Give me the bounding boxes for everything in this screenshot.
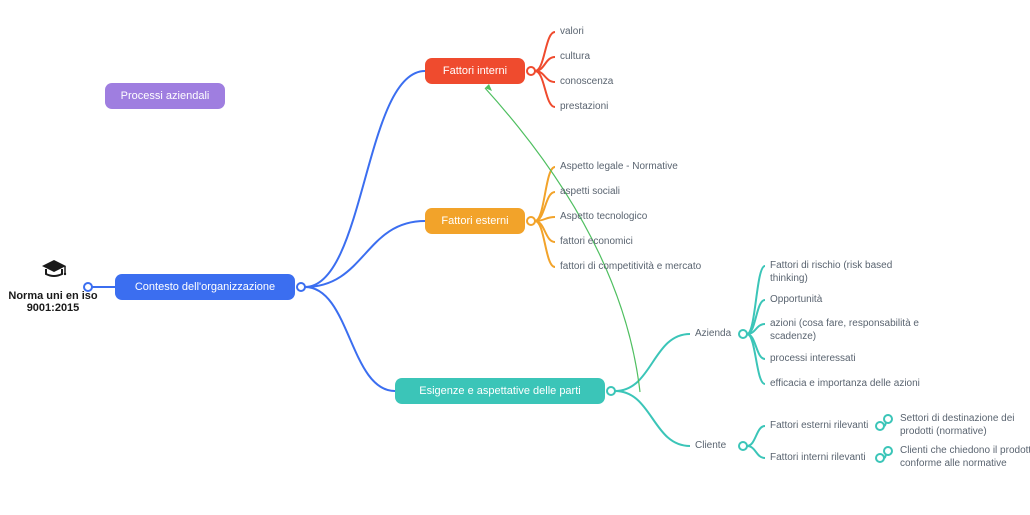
leaf-label: Settori di destinazione dei prodotti (no… [900, 413, 1030, 438]
leaf-label: Clienti che chiedono il prodotto conform… [900, 445, 1030, 470]
leaf-label: Opportunità [770, 294, 822, 307]
leaf-label: aspetti sociali [560, 186, 620, 199]
node-contesto-organizzazione: Contesto dell'organizzazione [115, 274, 295, 300]
leaf-label: conoscenza [560, 76, 613, 89]
leaf-label: prestazioni [560, 101, 608, 114]
leaf-label: efficacia e importanza delle azioni [770, 378, 920, 391]
node-processi-aziendali: Processi aziendali [105, 83, 225, 109]
leaf-label: cultura [560, 51, 590, 64]
node-esigenze: Esigenze e aspettative delle parti [395, 378, 605, 404]
leaf-label: Aspetto legale - Normative [560, 161, 678, 174]
leaf-label: valori [560, 26, 584, 39]
leaf-label: fattori di competitività e mercato [560, 261, 701, 274]
leaf-label: processi interessati [770, 353, 856, 366]
leaf-label: Fattori interni rilevanti [770, 452, 866, 465]
leaf-label: Azienda [695, 328, 731, 341]
leaf-label: fattori economici [560, 236, 633, 249]
leaf-label: Aspetto tecnologico [560, 211, 647, 224]
leaf-label: Fattori di rischio (risk based thinking) [770, 260, 920, 285]
leaf-label: Fattori esterni rilevanti [770, 420, 868, 433]
node-fattori-esterni: Fattori esterni [425, 208, 525, 234]
leaf-label: azioni (cosa fare, responsabilità e scad… [770, 318, 930, 343]
root-label: Norma uni en iso 9001:2015 [0, 290, 108, 314]
leaf-label: Cliente [695, 440, 726, 453]
node-fattori-interni: Fattori interni [425, 58, 525, 84]
